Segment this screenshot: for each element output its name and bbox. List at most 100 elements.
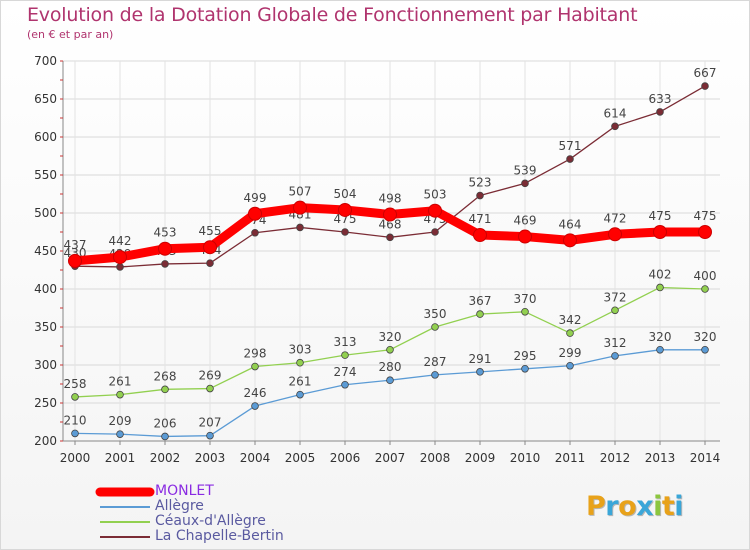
y-tick-label: 450 (34, 244, 57, 258)
x-tick-label: 2009 (465, 451, 496, 465)
data-point-1 (611, 352, 619, 360)
data-point-2 (611, 306, 619, 315)
x-tick-label: 2005 (285, 451, 316, 465)
data-label-2: 372 (604, 290, 627, 304)
data-label-3: 571 (559, 139, 582, 153)
data-label-1: 320 (694, 330, 717, 344)
data-point-3 (431, 228, 439, 236)
legend-label: La Chapelle-Bertin (155, 528, 284, 544)
data-point-2 (206, 384, 214, 393)
data-label-3: 539 (514, 163, 537, 177)
data-point-2 (296, 358, 304, 367)
y-tick-label: 200 (34, 434, 57, 448)
data-point-2 (476, 310, 484, 318)
data-point-2 (251, 362, 259, 371)
data-label-0: 472 (604, 211, 627, 225)
data-point-0 (653, 225, 667, 239)
data-point-2 (701, 285, 709, 293)
x-tick-label: 2008 (420, 451, 451, 465)
x-tick-label: 2007 (375, 451, 406, 465)
data-point-1 (341, 380, 349, 389)
chart-subtitle: (en € et par an) (27, 28, 114, 41)
data-label-1: 261 (289, 375, 312, 389)
data-point-3 (161, 260, 169, 268)
x-tick-label: 2000 (60, 451, 91, 465)
data-label-1: 210 (64, 413, 87, 427)
logo-letter: i (653, 491, 662, 522)
data-point-3 (116, 263, 124, 271)
data-point-3 (521, 179, 529, 188)
y-tick-label: 550 (34, 168, 57, 182)
data-point-2 (656, 283, 664, 292)
x-tick-label: 2004 (240, 451, 271, 465)
data-label-2: 258 (64, 377, 87, 391)
data-point-2 (341, 351, 349, 359)
data-point-1 (116, 430, 124, 438)
data-label-3: 523 (469, 176, 492, 190)
data-point-0 (158, 241, 172, 256)
data-label-1: 209 (109, 414, 132, 428)
data-point-1 (431, 371, 439, 379)
logo-letter: t (661, 491, 675, 522)
data-label-3: 667 (694, 66, 717, 80)
logo-letter: i (674, 491, 684, 522)
data-label-1: 295 (514, 349, 537, 363)
logo-letter: P (586, 491, 606, 522)
data-label-3: 614 (604, 106, 627, 120)
y-tick-label: 500 (34, 206, 57, 220)
data-point-1 (476, 368, 484, 376)
data-point-2 (161, 385, 169, 394)
data-label-3: 633 (649, 92, 672, 106)
x-tick-label: 2010 (510, 451, 541, 465)
data-label-0: 442 (109, 234, 132, 248)
data-label-2: 320 (379, 330, 402, 344)
data-label-1: 291 (469, 352, 492, 366)
data-label-2: 269 (199, 369, 222, 383)
data-label-3: 468 (379, 217, 402, 231)
y-tick-label: 400 (34, 282, 57, 296)
data-label-0: 504 (334, 187, 357, 201)
data-label-2: 342 (559, 313, 582, 327)
data-label-0: 499 (244, 191, 267, 205)
data-point-3 (566, 155, 574, 163)
data-point-2 (431, 323, 439, 331)
data-label-1: 287 (424, 355, 447, 369)
data-point-3 (206, 259, 214, 267)
y-tick-label: 300 (34, 358, 57, 372)
data-point-0 (68, 253, 82, 268)
data-label-0: 453 (154, 226, 177, 240)
data-point-0 (563, 233, 577, 248)
x-tick-label: 2002 (150, 451, 181, 465)
data-point-2 (566, 329, 574, 337)
data-point-3 (341, 228, 349, 236)
data-point-0 (608, 227, 622, 242)
data-point-0 (383, 207, 397, 222)
data-label-1: 280 (379, 360, 402, 374)
data-label-0: 437 (64, 238, 87, 252)
data-point-0 (473, 228, 487, 243)
data-label-2: 298 (244, 347, 267, 361)
data-label-1: 299 (559, 346, 582, 360)
data-label-0: 475 (694, 209, 717, 223)
data-label-1: 246 (244, 386, 267, 400)
data-label-2: 313 (334, 335, 357, 349)
data-label-3: 475 (334, 212, 357, 226)
data-point-3 (251, 228, 259, 237)
data-point-1 (566, 361, 574, 370)
data-point-3 (476, 191, 484, 200)
x-tick-label: 2013 (645, 451, 676, 465)
data-point-0 (518, 229, 532, 244)
data-point-1 (161, 432, 169, 441)
logo-letter: x (636, 491, 654, 522)
data-label-1: 312 (604, 336, 627, 350)
logo-letter: r (605, 491, 619, 522)
legend-label: MONLET (155, 483, 214, 499)
data-point-3 (296, 223, 304, 232)
data-point-3 (386, 233, 394, 242)
data-label-0: 503 (424, 188, 447, 202)
y-tick-label: 650 (34, 92, 57, 106)
data-point-1 (296, 390, 304, 399)
x-tick-label: 2006 (330, 451, 361, 465)
